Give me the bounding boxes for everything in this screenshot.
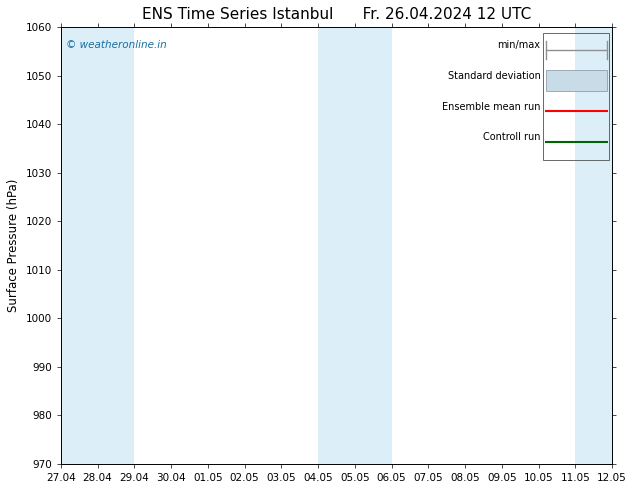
Text: Ensemble mean run: Ensemble mean run (442, 101, 541, 112)
Bar (318, 27, 355, 464)
Bar (61, 27, 98, 464)
Bar (576, 27, 612, 464)
Bar (355, 27, 392, 464)
Title: ENS Time Series Istanbul      Fr. 26.04.2024 12 UTC: ENS Time Series Istanbul Fr. 26.04.2024 … (142, 7, 531, 22)
Text: min/max: min/max (498, 40, 541, 50)
Text: Standard deviation: Standard deviation (448, 71, 541, 81)
Bar (98, 27, 134, 464)
Bar (546, 70, 607, 92)
Y-axis label: Surface Pressure (hPa): Surface Pressure (hPa) (7, 179, 20, 312)
Text: Controll run: Controll run (483, 132, 541, 142)
Text: © weatheronline.in: © weatheronline.in (67, 40, 167, 50)
Bar (543, 33, 609, 160)
